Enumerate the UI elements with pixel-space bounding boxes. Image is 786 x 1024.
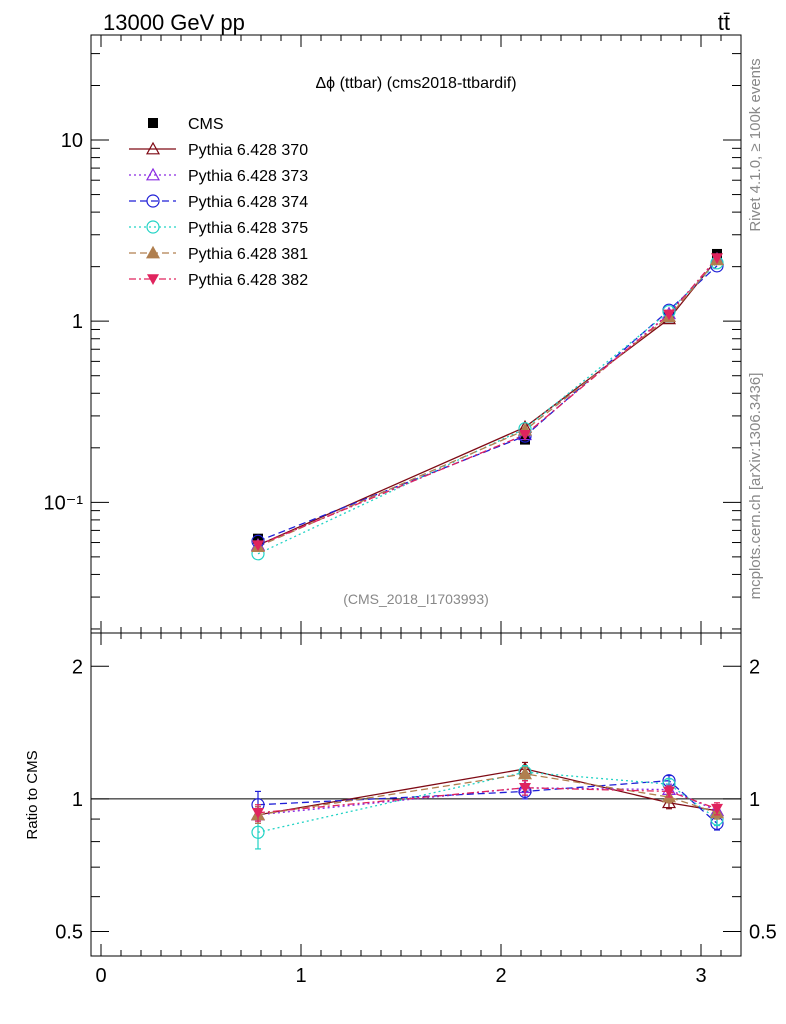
series-point [145,141,161,155]
series-point [517,766,533,780]
series-point [252,807,264,819]
series-point [145,245,161,259]
series-line [257,258,718,546]
data-point [148,118,158,128]
series-point [251,825,265,839]
y-tick-label-right: 2 [749,656,760,678]
ratio-frame [90,632,742,957]
legend-label: Pythia 6.428 374 [188,194,308,211]
ratio-line [257,773,718,816]
y-tick-label: 1 [72,789,83,811]
series-point [252,540,264,552]
series-point [519,429,531,441]
series-point [663,309,675,321]
series-point [519,782,531,794]
ratio-line [257,780,718,824]
main-y-ticks: 10⁻¹ 1 10 [44,53,741,630]
y-tick-label-right: 1 [749,789,760,811]
series-line [257,259,718,548]
series-line [257,265,718,542]
series-line [257,262,718,555]
series-line [257,258,718,546]
legend-label: Pythia 6.428 381 [188,246,308,263]
main-panel: 10⁻¹ 1 10 Δϕ (ttbar) (cms2018-ttbardif) (C… [44,34,742,634]
mcplots-label: mcplots.cern.ch [arXiv:1306.3436] [747,373,764,600]
series-line [257,257,718,546]
rivet-label: Rivet 4.1.0, ≥ 100k events [747,58,764,231]
series-point [711,803,723,815]
ratio-line [257,771,718,833]
y-tick-label: 10⁻¹ [44,492,84,514]
watermark: (CMS_2018_I1703993) [343,591,489,607]
ratio-line [257,787,718,814]
series-point [146,194,160,208]
chart-title: Δϕ (ttbar) (cms2018-ttbardif) [315,75,516,92]
process-label: tt̄ [718,10,730,35]
series-point [145,167,161,181]
x-tick-label: 0 [95,965,106,987]
ratio-x-ticks: 0 1 2 3 [95,633,742,987]
series-point [146,220,160,234]
series-point [711,253,723,265]
y-tick-label: 10 [61,130,83,152]
main-x-ticks [100,35,742,633]
y-tick-label: 0.5 [55,922,83,944]
y-tick-label-right: 0.5 [749,922,777,944]
main-series-group [250,248,725,561]
y-tick-label: 2 [72,656,83,678]
legend-label: CMS [188,116,224,133]
x-tick-label: 3 [695,965,706,987]
x-tick-label: 2 [495,965,506,987]
ratio-panel: 0 1 2 3 0.5 0.5 1 1 2 2 Ratio to CMS [24,632,777,987]
x-tick-label: 1 [295,965,306,987]
ratio-ylabel: Ratio to CMS [24,750,41,839]
legend: CMS Pythia 6.428 370 Pythia 6.428 373 Pythi… [129,116,308,289]
ratio-line [257,787,718,816]
legend-label: Pythia 6.428 375 [188,220,308,237]
y-tick-label: 1 [72,311,83,333]
legend-label: Pythia 6.428 382 [188,272,308,289]
legend-label: Pythia 6.428 373 [188,168,308,185]
series-point [663,786,675,798]
energy-label: 13000 GeV pp [103,10,245,35]
legend-label: Pythia 6.428 370 [188,142,308,159]
series-point [147,274,159,285]
ratio-series-group [250,761,725,850]
